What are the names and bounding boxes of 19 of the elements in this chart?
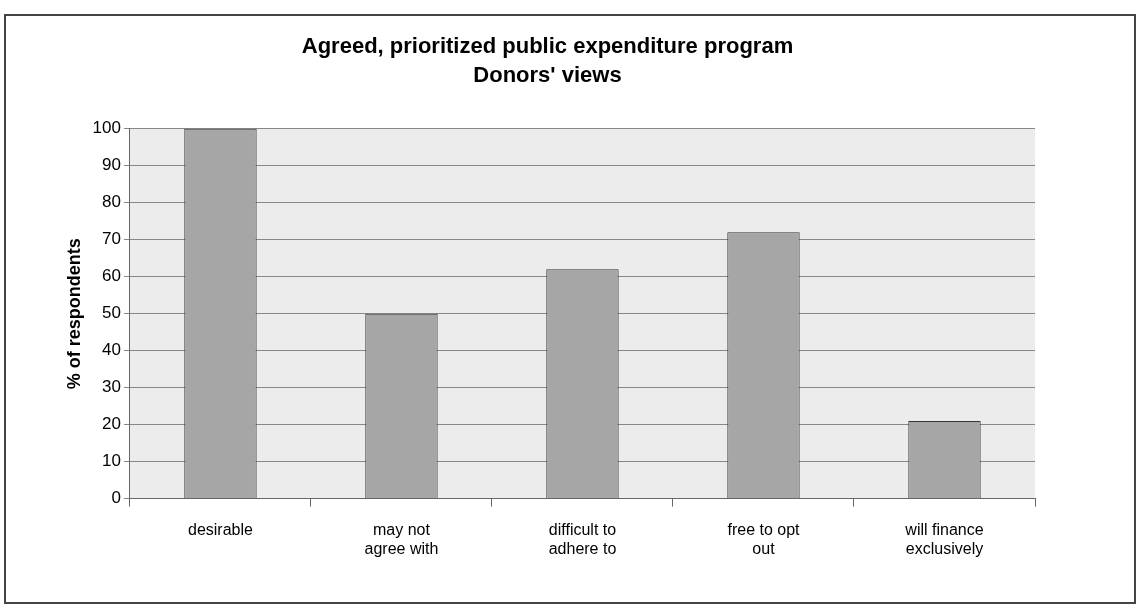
x-tick-label: desirable bbox=[188, 520, 254, 538]
y-tick-label: 70 bbox=[102, 229, 121, 249]
y-tick-label: 0 bbox=[111, 488, 121, 508]
y-tick-label: 40 bbox=[102, 340, 121, 360]
chart-title: Agreed, prioritized public expenditure program bbox=[301, 33, 794, 59]
y-tick-label: 100 bbox=[92, 118, 121, 138]
y-tick-label: 20 bbox=[102, 414, 121, 434]
y-tick-label: 50 bbox=[102, 303, 121, 323]
y-tick-label: 30 bbox=[102, 377, 121, 397]
chart-subtitle: Donors' views bbox=[473, 61, 622, 87]
y-tick-label: 60 bbox=[102, 266, 121, 286]
y-tick-label: 90 bbox=[102, 155, 121, 175]
y-tick-label: 10 bbox=[102, 451, 121, 471]
y-tick-label: 80 bbox=[102, 192, 121, 212]
x-tick-label: will finance exclusively bbox=[904, 520, 984, 557]
y-axis-title: % of respondents bbox=[63, 238, 84, 390]
x-tick-label: difficult to adhere to bbox=[548, 520, 617, 557]
x-tick-label: free to opt out bbox=[727, 520, 801, 557]
x-tick-label: may not agree with bbox=[364, 520, 439, 557]
